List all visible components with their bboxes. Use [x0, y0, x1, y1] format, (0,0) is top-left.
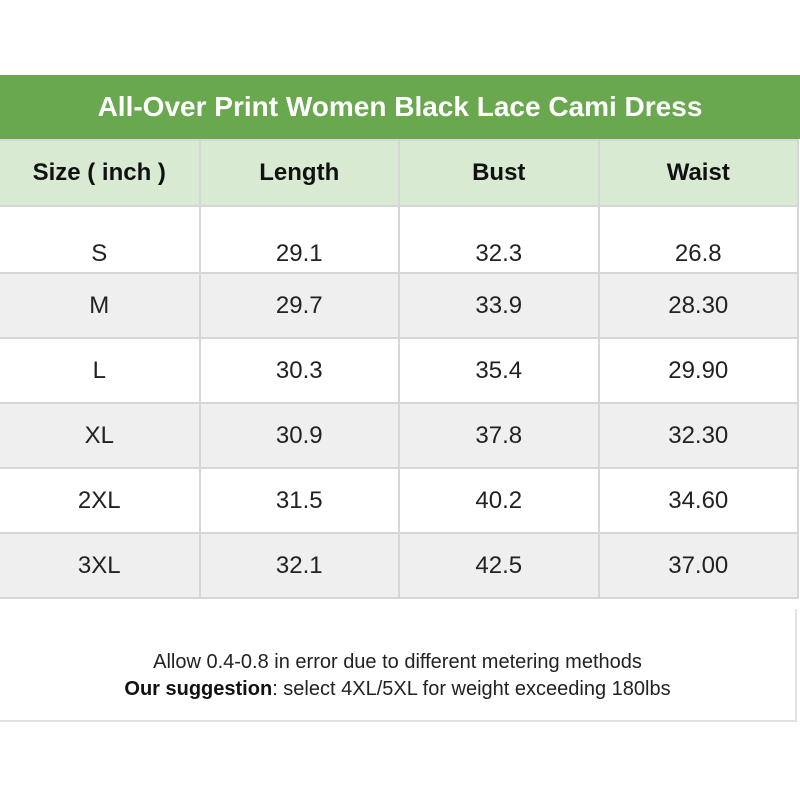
length-cell: 30.9 — [198, 402, 400, 469]
suggestion-text: : select 4XL/5XL for weight exceeding 18… — [272, 678, 671, 700]
size-cell: S — [0, 205, 201, 274]
bust-cell: 33.9 — [398, 272, 600, 339]
table-row: M 29.7 33.9 28.30 — [0, 272, 799, 339]
table-row: XL 30.9 37.8 32.30 — [0, 402, 799, 469]
header-length: Length — [198, 139, 400, 207]
waist-cell: 37.00 — [597, 532, 799, 599]
size-cell: 2XL — [0, 467, 201, 534]
suggestion-label: Our suggestion — [124, 678, 273, 700]
length-cell: 32.1 — [198, 532, 400, 599]
error-note: Allow 0.4-0.8 in error due to different … — [153, 651, 642, 673]
header-size: Size ( inch ) — [0, 139, 201, 207]
suggestion-note: Our suggestion: select 4XL/5XL for weigh… — [0, 676, 795, 703]
waist-cell: 32.30 — [597, 402, 799, 469]
waist-cell: 29.90 — [597, 337, 799, 404]
table-row: 2XL 31.5 40.2 34.60 — [0, 467, 799, 534]
header-row: Size ( inch ) Length Bust Waist — [0, 139, 799, 207]
waist-cell: 34.60 — [597, 467, 799, 534]
bust-cell: 37.8 — [398, 402, 600, 469]
size-cell: XL — [0, 402, 201, 469]
header-waist: Waist — [597, 139, 799, 207]
chart-title: All-Over Print Women Black Lace Cami Dre… — [0, 75, 800, 139]
size-table: Size ( inch ) Length Bust Waist S 29.1 32.… — [0, 139, 799, 599]
bust-cell: 35.4 — [398, 337, 600, 404]
header-bust: Bust — [398, 139, 600, 207]
size-cell: 3XL — [0, 532, 201, 599]
length-cell: 29.7 — [198, 272, 400, 339]
table-row: 3XL 32.1 42.5 37.00 — [0, 532, 799, 599]
bust-cell: 32.3 — [398, 205, 600, 274]
size-cell: M — [0, 272, 201, 339]
waist-cell: 26.8 — [597, 205, 799, 274]
size-cell: L — [0, 337, 201, 404]
length-cell: 31.5 — [198, 467, 400, 534]
bust-cell: 40.2 — [398, 467, 600, 534]
length-cell: 30.3 — [198, 337, 400, 404]
waist-cell: 28.30 — [597, 272, 799, 339]
table-row: S 29.1 32.3 26.8 — [0, 205, 799, 274]
length-cell: 29.1 — [198, 205, 400, 274]
table-row: L 30.3 35.4 29.90 — [0, 337, 799, 404]
bust-cell: 42.5 — [398, 532, 600, 599]
footer-note: Allow 0.4-0.8 in error due to different … — [0, 609, 797, 722]
